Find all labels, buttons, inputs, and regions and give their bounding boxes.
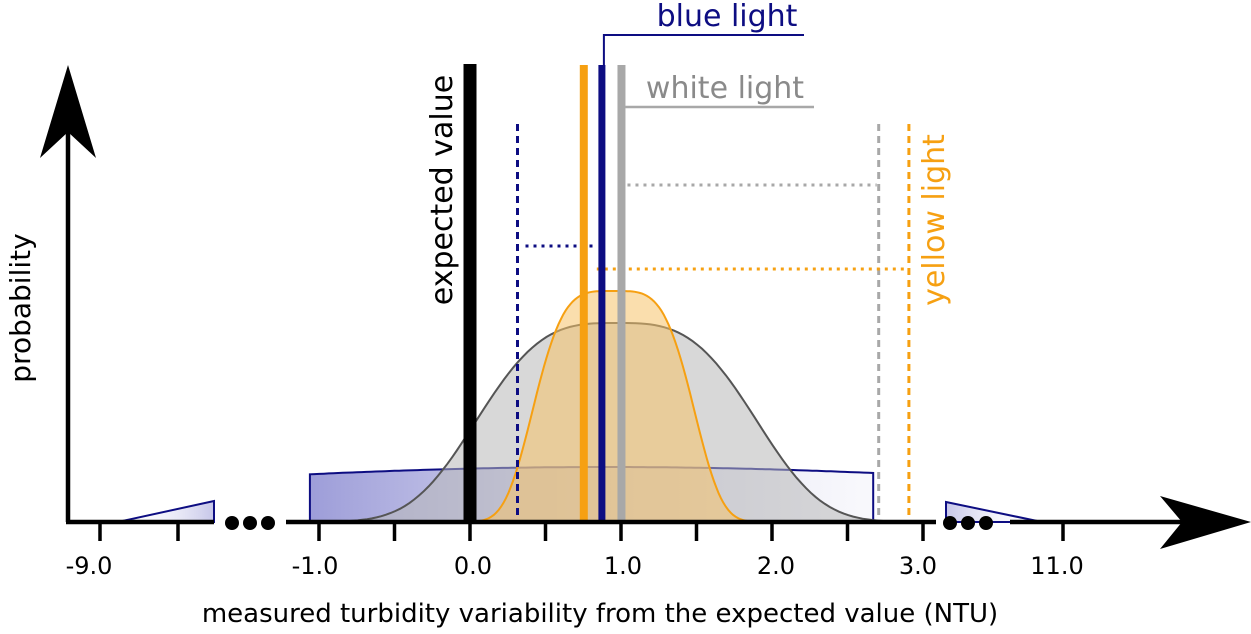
x-tick-label: -9.0	[66, 552, 113, 580]
yellow-light-label: yellow light	[917, 134, 952, 306]
blue-light-label-leader	[602, 34, 804, 66]
blue-light-tail-right	[945, 500, 1043, 523]
y-axis-arrowhead	[40, 65, 96, 158]
axis-break-dot	[961, 516, 975, 530]
white-light-label: white light	[646, 71, 804, 106]
x-tick-label: -1.0	[292, 552, 339, 580]
x-tick-label: 3.0	[899, 552, 937, 580]
axis-break-dot	[979, 516, 993, 530]
x-tick-labels: -9.0 -1.0 0.0 1.0 2.0 3.0 11.0	[66, 552, 1084, 580]
axis-break-dots	[225, 516, 993, 530]
x-tick-label: 11.0	[1030, 552, 1083, 580]
expected-value-label: expected value	[425, 75, 460, 305]
x-axis-arrowhead	[1160, 496, 1251, 549]
axis-break-dot	[225, 516, 239, 530]
blue-light-tail-left	[117, 499, 215, 523]
x-tick-label: 0.0	[454, 552, 492, 580]
x-axis-label: measured turbidity variability from the …	[202, 599, 998, 629]
x-tick-label: 1.0	[604, 552, 642, 580]
blue-light-label: blue light	[657, 0, 798, 34]
axis-break-dot	[943, 516, 957, 530]
axis-break-dot	[261, 516, 275, 530]
x-tick-label: 2.0	[757, 552, 795, 580]
axis-break-dot	[243, 516, 257, 530]
x-ticks	[98, 522, 1065, 541]
y-axis-label: probability	[4, 233, 37, 382]
yellow-light-distribution	[469, 290, 758, 523]
